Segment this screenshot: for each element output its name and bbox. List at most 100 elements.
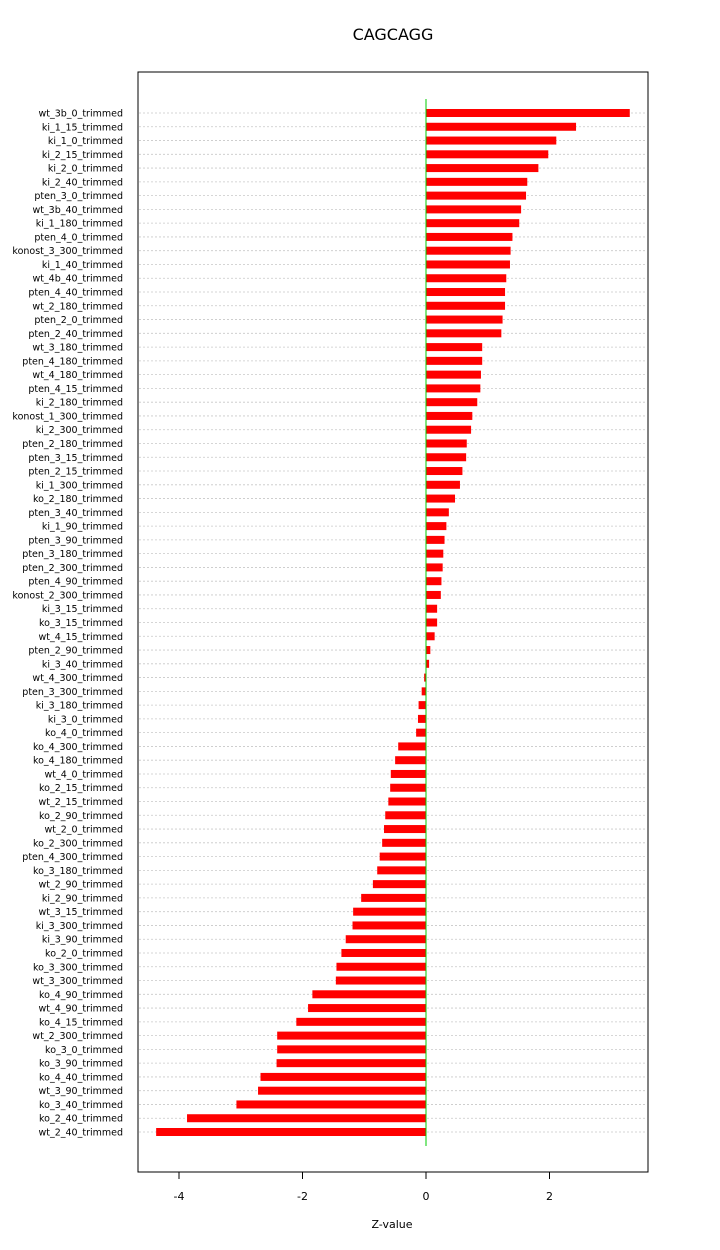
category-label: wt_4b_40_trimmed [32, 274, 123, 285]
category-label: ki_3_180_trimmed [36, 701, 123, 712]
category-label: ko_3_15_trimmed [39, 618, 123, 629]
bar-ki_3_300_trimmed [352, 921, 426, 930]
bar-ko_4_180_trimmed [395, 756, 426, 765]
category-label: ki_2_90_trimmed [42, 893, 123, 904]
chart-title: CAGCAGG [353, 25, 434, 44]
bar-ki_2_180_trimmed [426, 398, 478, 407]
bar-ko_2_40_trimmed [187, 1114, 426, 1123]
bar-wt_2_15_trimmed [388, 797, 426, 806]
bar-ki_1_180_trimmed [426, 219, 520, 228]
bar-konost_1_300_trimmed [426, 411, 473, 420]
category-label: wt_3_300_trimmed [32, 976, 123, 987]
category-label: wt_2_180_trimmed [32, 301, 123, 312]
bar-pten_3_300_trimmed [421, 687, 426, 696]
category-label: ki_3_90_trimmed [42, 935, 123, 946]
bar-wt_3_90_trimmed [258, 1086, 426, 1095]
bar-ko_3_40_trimmed [236, 1100, 426, 1109]
category-label: ko_4_300_trimmed [33, 742, 123, 753]
category-label: ki_2_0_trimmed [48, 164, 123, 175]
bar-ki_1_15_trimmed [426, 122, 577, 131]
category-label: ko_2_180_trimmed [33, 494, 123, 505]
bar-pten_4_40_trimmed [426, 288, 506, 297]
bar-pten_3_90_trimmed [426, 535, 445, 544]
bar-wt_3b_0_trimmed [426, 109, 630, 117]
category-label: ki_2_40_trimmed [42, 177, 123, 188]
category-label: pten_3_90_trimmed [28, 535, 123, 546]
category-label: ko_4_180_trimmed [33, 756, 123, 767]
category-label: konost_1_300_trimmed [12, 411, 123, 422]
category-label: ki_1_300_trimmed [36, 480, 123, 491]
category-label: pten_2_180_trimmed [22, 439, 123, 450]
bar-wt_3_15_trimmed [353, 907, 426, 916]
bar-ko_4_300_trimmed [398, 742, 426, 751]
bar-ki_2_300_trimmed [426, 425, 472, 434]
category-label: pten_4_180_trimmed [22, 356, 123, 367]
category-label: pten_4_40_trimmed [28, 288, 123, 299]
category-label: pten_4_0_trimmed [34, 232, 123, 243]
bar-konost_2_300_trimmed [426, 590, 441, 599]
category-label: ko_3_300_trimmed [33, 962, 123, 973]
bar-wt_2_180_trimmed [426, 301, 506, 310]
bar-wt_2_0_trimmed [384, 825, 426, 834]
bar-ki_3_0_trimmed [417, 714, 426, 723]
x-tick-label: -2 [297, 1190, 308, 1203]
category-label: ki_1_0_trimmed [48, 136, 123, 147]
x-tick-label: 2 [546, 1190, 553, 1203]
category-label: ki_2_15_trimmed [42, 150, 123, 161]
x-tick-label: -4 [174, 1190, 185, 1203]
bar-wt_4b_40_trimmed [426, 274, 507, 283]
plot-frame [137, 71, 649, 1173]
category-label: wt_3b_0_trimmed [38, 109, 123, 120]
category-label: pten_2_90_trimmed [28, 646, 123, 657]
category-label: wt_4_0_trimmed [45, 769, 124, 780]
category-label: ki_1_15_trimmed [42, 122, 123, 133]
category-label: pten_4_15_trimmed [28, 384, 123, 395]
bar-ko_2_300_trimmed [382, 838, 426, 847]
bar-pten_2_180_trimmed [426, 439, 467, 448]
category-label: ki_3_15_trimmed [42, 604, 123, 615]
bar-ko_4_15_trimmed [296, 1017, 426, 1026]
category-label: wt_4_15_trimmed [38, 632, 123, 643]
category-label: wt_3_15_trimmed [38, 907, 123, 918]
bar-wt_3b_40_trimmed [426, 205, 522, 214]
category-label: ko_3_40_trimmed [39, 1100, 123, 1111]
bar-ki_2_90_trimmed [361, 893, 426, 902]
category-label: pten_3_300_trimmed [22, 687, 123, 698]
category-label: ko_3_0_trimmed [45, 1045, 123, 1056]
category-label: pten_2_15_trimmed [28, 467, 123, 478]
bar-ko_2_180_trimmed [426, 494, 456, 503]
category-label: ko_2_15_trimmed [39, 783, 123, 794]
category-label: wt_3b_40_trimmed [32, 205, 123, 216]
category-labels: wt_3b_0_trimmed ki_1_15_trimmed ki_1_0_tri… [12, 109, 123, 1139]
category-label: wt_2_0_trimmed [45, 825, 124, 836]
x-tick-label: 0 [423, 1190, 430, 1203]
category-label: wt_4_300_trimmed [32, 673, 123, 684]
category-label: ko_3_90_trimmed [39, 1059, 123, 1070]
bar-ko_3_0_trimmed [277, 1045, 426, 1054]
category-label: wt_2_15_trimmed [38, 797, 123, 808]
bar-ko_4_90_trimmed [312, 990, 426, 999]
bar-ko_3_15_trimmed [426, 618, 438, 627]
bar-ki_3_180_trimmed [418, 701, 426, 710]
bar-ko_3_180_trimmed [377, 866, 426, 875]
bar-ki_1_0_trimmed [426, 136, 557, 145]
bar-pten_4_90_trimmed [426, 577, 442, 586]
bar-ki_2_0_trimmed [426, 164, 539, 173]
category-label: ki_1_90_trimmed [42, 522, 123, 533]
category-label: konost_2_300_trimmed [12, 590, 123, 601]
bar-pten_4_180_trimmed [426, 356, 483, 365]
bar-ko_2_90_trimmed [385, 811, 426, 820]
category-label: pten_3_15_trimmed [28, 453, 123, 464]
bar-pten_3_0_trimmed [426, 191, 527, 200]
category-label: ki_3_0_trimmed [48, 714, 123, 725]
bar-wt_2_90_trimmed [372, 880, 426, 889]
category-label: ko_4_15_trimmed [39, 1017, 123, 1028]
category-label: pten_4_90_trimmed [28, 577, 123, 588]
bar-pten_2_90_trimmed [426, 646, 431, 655]
bar-wt_3_300_trimmed [335, 976, 426, 985]
category-label: ko_2_300_trimmed [33, 838, 123, 849]
bar-ki_1_90_trimmed [426, 522, 447, 531]
category-label: ki_2_180_trimmed [36, 398, 123, 409]
